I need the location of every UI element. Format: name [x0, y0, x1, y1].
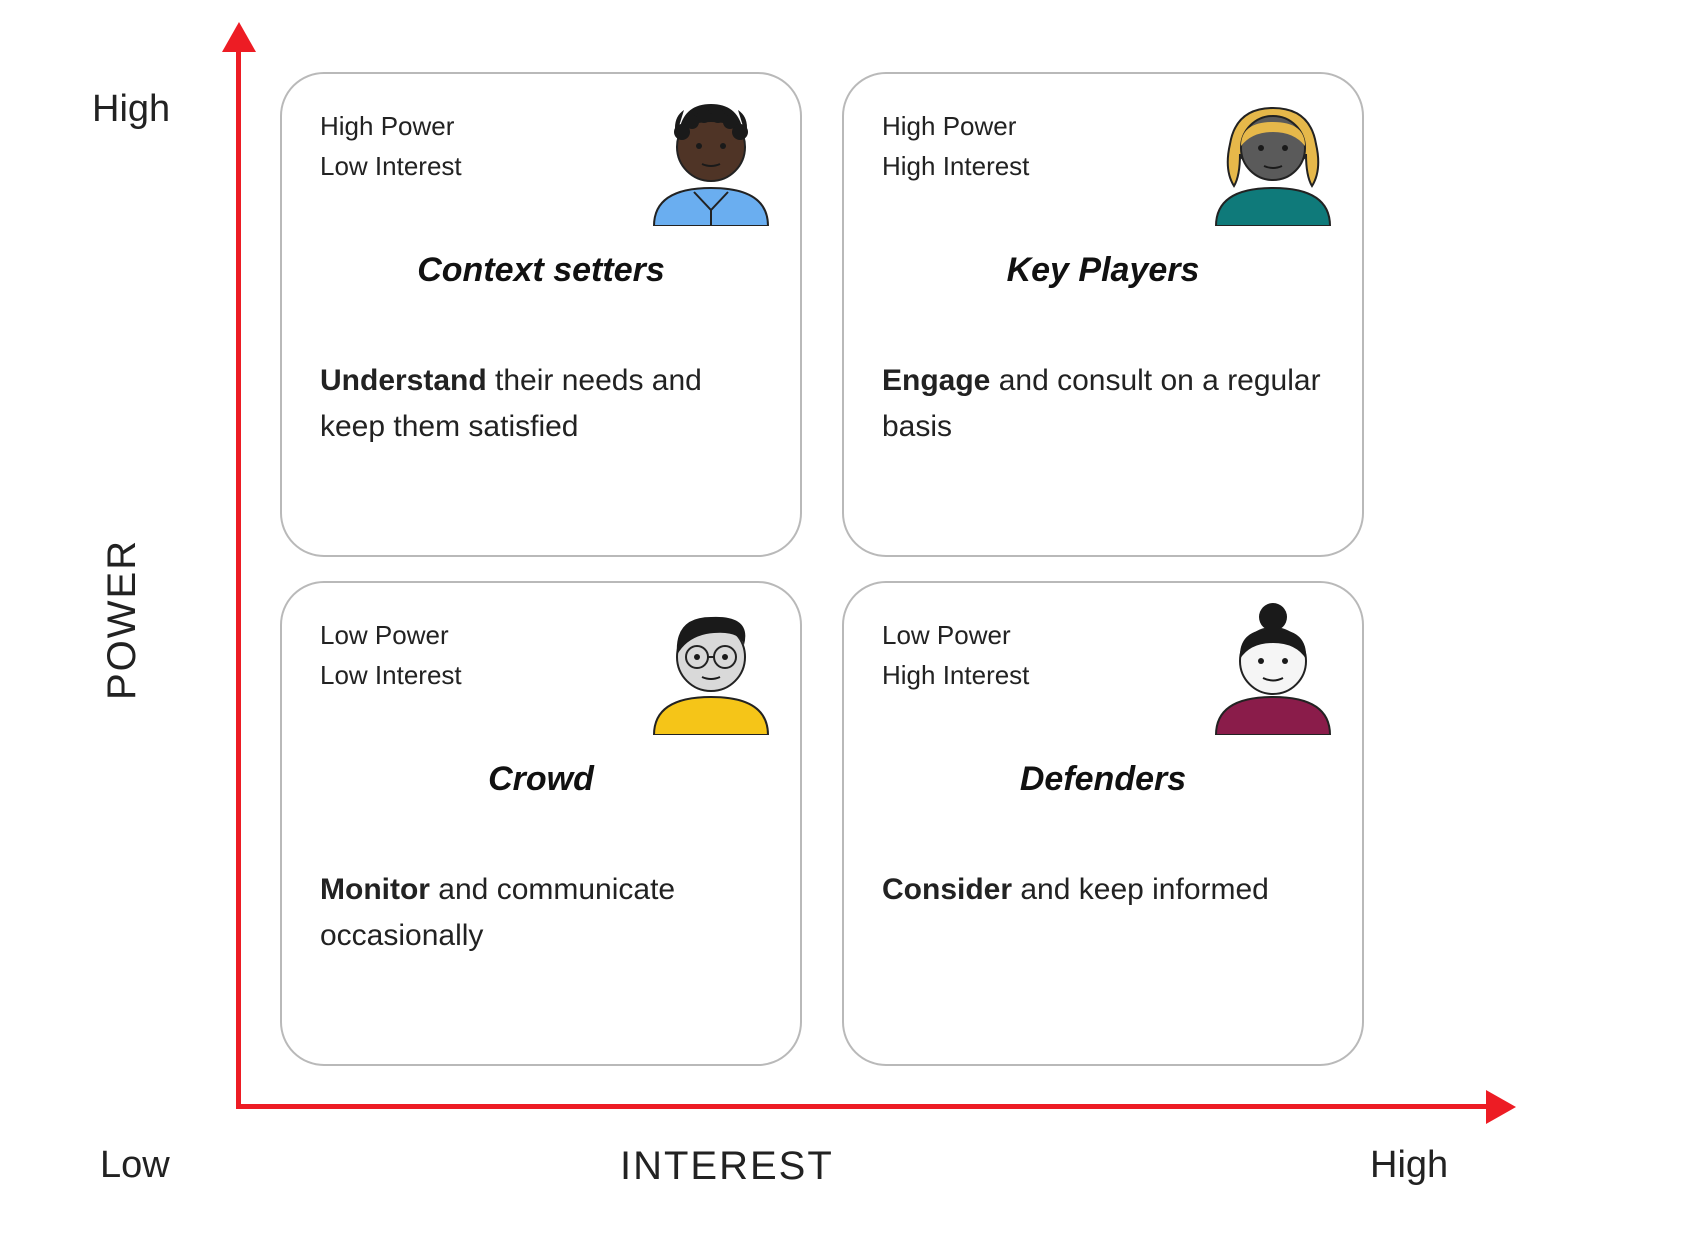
y-axis-arrow-icon — [222, 22, 256, 52]
avatar-icon — [1206, 601, 1340, 735]
action-bold: Monitor — [320, 873, 430, 906]
quadrant-key-players: High Power High Interest Key Players Eng… — [842, 72, 1364, 557]
stakeholder-matrix: High Low High POWER INTEREST High Power … — [0, 0, 1684, 1238]
quadrant-title: Context setters — [320, 251, 762, 290]
quadrant-action: Understand their needs and keep them sat… — [320, 358, 762, 451]
action-rest: and keep informed — [1012, 873, 1269, 906]
quadrant-action: Consider and keep informed — [882, 867, 1324, 914]
x-axis-high-label: High — [1370, 1144, 1448, 1187]
y-axis-high-label: High — [92, 88, 170, 131]
avatar-icon — [1206, 92, 1340, 226]
quadrant-action: Monitor and communicate occasionally — [320, 867, 762, 960]
quadrant-title: Crowd — [320, 760, 762, 799]
x-axis-arrow-icon — [1486, 1090, 1516, 1124]
y-axis-title: POWER — [100, 539, 145, 700]
x-axis-line — [236, 1104, 1496, 1109]
action-bold: Consider — [882, 873, 1012, 906]
action-bold: Engage — [882, 364, 990, 397]
quadrant-grid: High Power Low Interest — [280, 72, 1364, 1066]
quadrant-title: Key Players — [882, 251, 1324, 290]
quadrant-action: Engage and consult on a regular basis — [882, 358, 1324, 451]
quadrant-crowd: Low Power Low Interest Crowd Monitor and… — [280, 581, 802, 1066]
x-axis-title: INTEREST — [620, 1144, 834, 1189]
quadrant-title: Defenders — [882, 760, 1324, 799]
avatar-icon — [644, 601, 778, 735]
axis-low-label: Low — [100, 1144, 170, 1187]
quadrant-context-setters: High Power Low Interest — [280, 72, 802, 557]
y-axis-line — [236, 38, 241, 1108]
quadrant-defenders: Low Power High Interest Defenders Consid… — [842, 581, 1364, 1066]
action-bold: Understand — [320, 364, 487, 397]
avatar-icon — [644, 92, 778, 226]
